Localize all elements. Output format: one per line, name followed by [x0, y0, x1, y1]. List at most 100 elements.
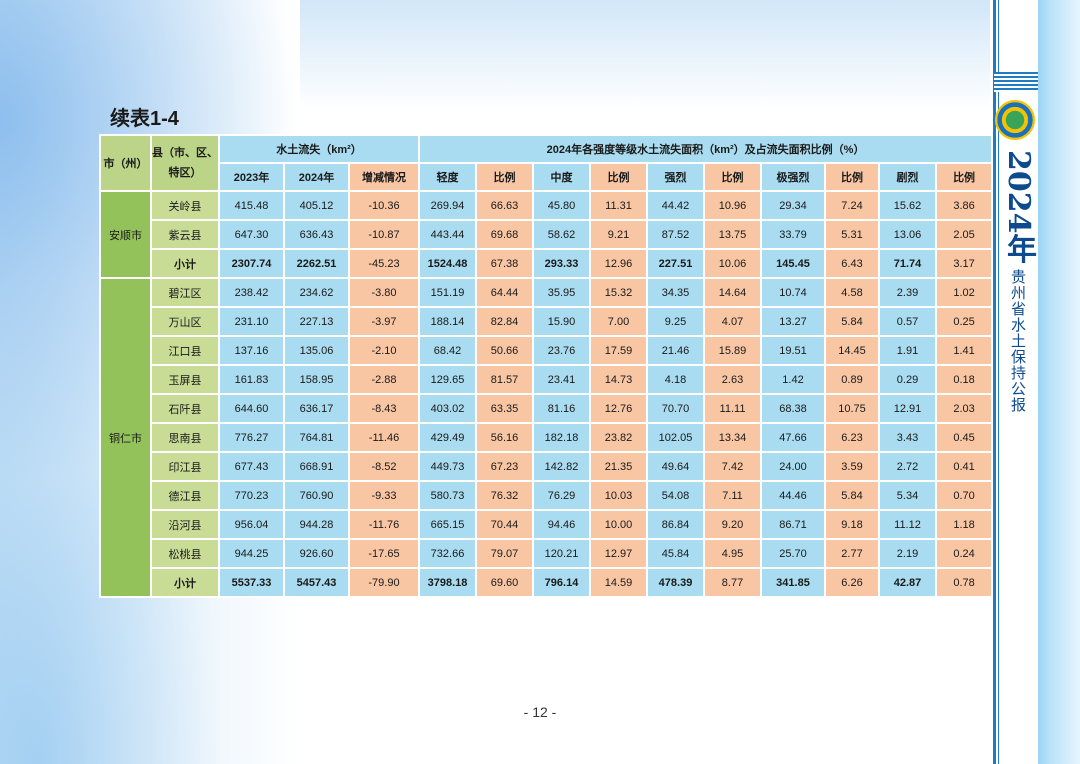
value-cell: 50.66 — [475, 335, 534, 366]
table-row: 松桃县 944.25 926.60 -17.65 732.66 79.07 120.21 12… — [100, 538, 994, 569]
value-cell: 3.17 — [934, 248, 994, 279]
value-cell: -11.46 — [348, 422, 420, 453]
value-cell: 76.32 — [475, 480, 534, 511]
county-cell: 思南县 — [150, 422, 220, 453]
value-cell: 405.12 — [283, 190, 350, 221]
value-cell: 6.26 — [824, 567, 880, 598]
value-cell: -10.36 — [348, 190, 420, 221]
value-cell: 4.07 — [703, 306, 762, 337]
value-cell: 10.03 — [589, 480, 648, 511]
value-cell: 68.38 — [760, 393, 826, 424]
value-cell: -45.23 — [348, 248, 420, 279]
value-cell: 24.00 — [760, 451, 826, 482]
right-side-line-thin — [998, 0, 999, 764]
value-cell: 2.63 — [703, 364, 762, 395]
emblem-icon — [995, 100, 1035, 140]
value-cell: -2.88 — [348, 364, 420, 395]
value-cell: 94.46 — [532, 509, 591, 540]
sub-header-cell: 轻度 — [418, 162, 477, 192]
value-cell: 227.51 — [646, 248, 705, 279]
sub-header-cell: 比例 — [934, 162, 994, 192]
sub-header-cell: 比例 — [824, 162, 880, 192]
value-cell: 7.24 — [824, 190, 880, 221]
value-cell: -11.76 — [348, 509, 420, 540]
value-cell: 12.97 — [589, 538, 648, 569]
value-cell: 1.18 — [934, 509, 994, 540]
value-cell: 9.20 — [703, 509, 762, 540]
value-cell: 3.43 — [878, 422, 937, 453]
header-city: 市（州） — [99, 134, 152, 192]
value-cell: 29.34 — [760, 190, 826, 221]
value-cell: 71.74 — [878, 248, 937, 279]
value-cell: 8.77 — [703, 567, 762, 598]
value-cell: 4.18 — [646, 364, 705, 395]
value-cell: 142.82 — [532, 451, 591, 482]
value-cell: 7.42 — [703, 451, 762, 482]
table-row: 铜仁市 碧江区 238.42 234.62 -3.80 151.19 64.44 35.95 1… — [99, 277, 994, 598]
value-cell: -8.52 — [348, 451, 420, 482]
value-cell: 49.64 — [646, 451, 705, 482]
value-cell: 87.52 — [646, 219, 705, 250]
value-cell: 81.57 — [475, 364, 534, 395]
value-cell: 5.84 — [824, 480, 880, 511]
value-cell: 7.00 — [589, 306, 648, 337]
value-cell: 23.82 — [589, 422, 648, 453]
value-cell: 161.83 — [218, 364, 285, 395]
side-report-name: 贵州省水土保持公报 — [1009, 268, 1027, 413]
value-cell: 10.96 — [703, 190, 762, 221]
value-cell: 5537.33 — [218, 567, 285, 598]
page-top-shade — [300, 0, 990, 110]
table-row: 紫云县 647.30 636.43 -10.87 443.44 69.68 58.62 9.2… — [100, 219, 994, 250]
county-cell: 紫云县 — [150, 219, 220, 250]
county-cell: 玉屏县 — [150, 364, 220, 395]
value-cell: 1.91 — [878, 335, 937, 366]
header-intensity: 2024年各强度等级水土流失面积（km²）及占流失面积比例（%） — [417, 134, 994, 164]
value-cell: 1.42 — [760, 364, 826, 395]
value-cell: 82.84 — [475, 306, 534, 337]
value-cell: 9.18 — [824, 509, 880, 540]
value-cell: 478.39 — [646, 567, 705, 598]
sub-header-cell: 剧烈 — [878, 162, 937, 192]
value-cell: 86.71 — [760, 509, 826, 540]
value-cell: 54.08 — [646, 480, 705, 511]
county-cell: 石阡县 — [150, 393, 220, 424]
value-cell: 1524.48 — [418, 248, 477, 279]
right-side-stripes — [994, 72, 1038, 92]
value-cell: 944.28 — [283, 509, 350, 540]
value-cell: 67.23 — [475, 451, 534, 482]
value-cell: 120.21 — [532, 538, 591, 569]
sub-header-cell: 强烈 — [646, 162, 705, 192]
value-cell: 231.10 — [218, 306, 285, 337]
value-cell: 5.34 — [878, 480, 937, 511]
value-cell: 1.41 — [934, 335, 994, 366]
value-cell: 443.44 — [418, 219, 477, 250]
value-cell: 10.06 — [703, 248, 762, 279]
header-soil-loss: 水土流失（km²） — [218, 134, 420, 164]
value-cell: 76.29 — [532, 480, 591, 511]
value-cell: 70.70 — [646, 393, 705, 424]
right-side-line — [993, 0, 996, 764]
subtotal-row: 小计 2307.74 2262.51 -45.23 1524.48 67.38 293.33… — [100, 248, 994, 279]
value-cell: -8.43 — [348, 393, 420, 424]
value-cell: 0.78 — [934, 567, 994, 598]
value-cell: 770.23 — [218, 480, 285, 511]
value-cell: 23.76 — [532, 335, 591, 366]
value-cell: 269.94 — [418, 190, 477, 221]
value-cell: 764.81 — [283, 422, 350, 453]
value-cell: 234.62 — [283, 277, 350, 308]
value-cell: 5.31 — [824, 219, 880, 250]
table-row: 思南县 776.27 764.81 -11.46 429.49 56.16 182.18 23… — [100, 422, 994, 453]
value-cell: 449.73 — [418, 451, 477, 482]
value-cell: 956.04 — [218, 509, 285, 540]
value-cell: 732.66 — [418, 538, 477, 569]
value-cell: 2262.51 — [283, 248, 350, 279]
value-cell: 0.29 — [878, 364, 937, 395]
value-cell: 137.16 — [218, 335, 285, 366]
county-cell: 碧江区 — [150, 277, 220, 308]
value-cell: 44.46 — [760, 480, 826, 511]
value-cell: 14.64 — [703, 277, 762, 308]
value-cell: 5457.43 — [283, 567, 350, 598]
value-cell: 56.16 — [475, 422, 534, 453]
value-cell: 2.39 — [878, 277, 937, 308]
side-report-title: 2024年 贵州省水土保持公报 — [1000, 150, 1036, 413]
